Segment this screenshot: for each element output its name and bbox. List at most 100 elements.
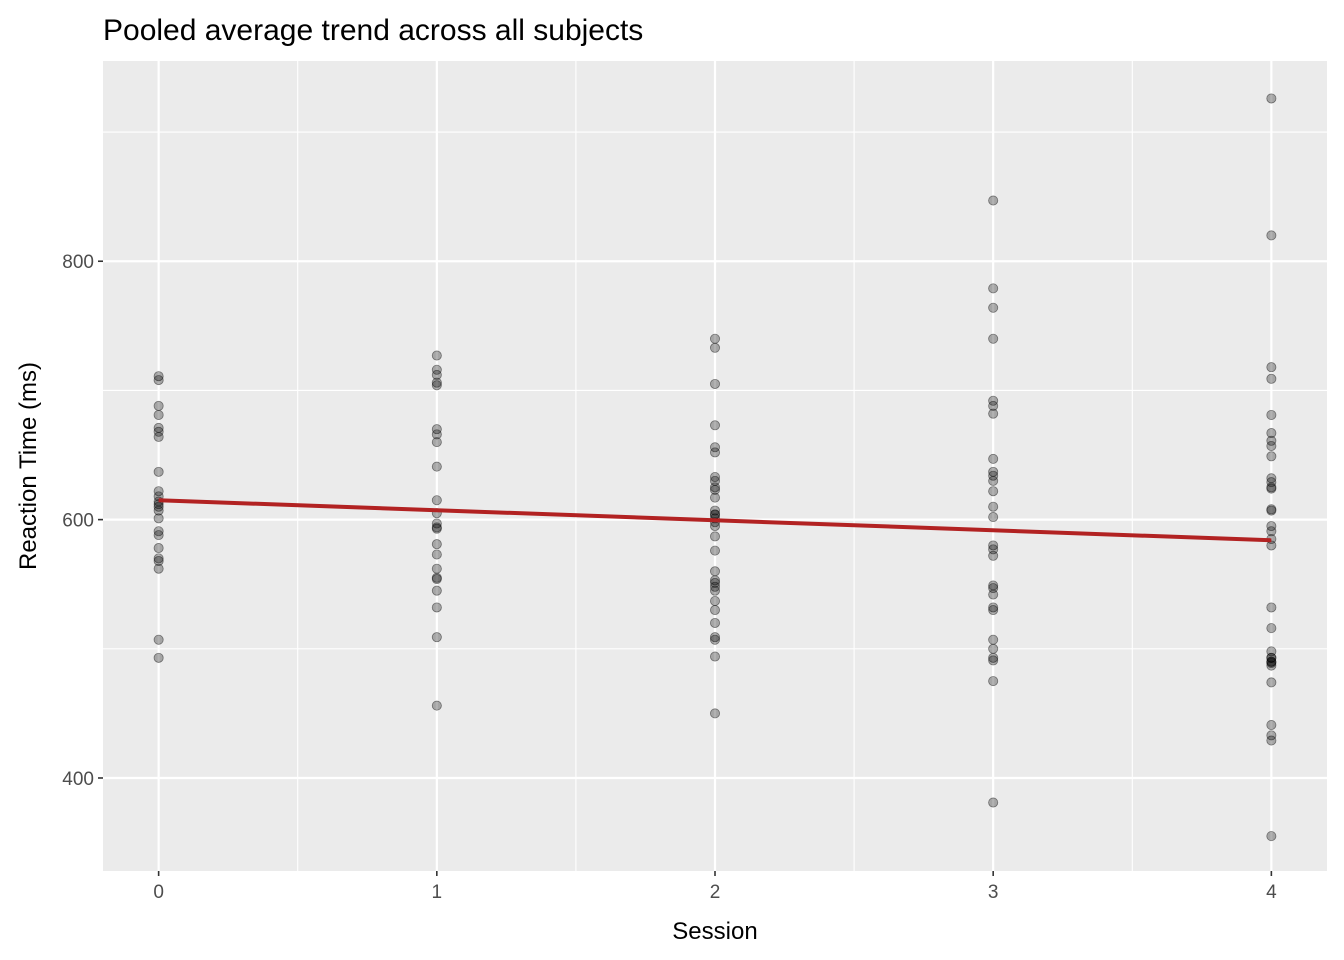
- data-point: [1266, 646, 1277, 657]
- data-point: [988, 655, 999, 666]
- data-point: [710, 342, 721, 353]
- data-point: [431, 700, 442, 711]
- data-point: [710, 634, 721, 645]
- data-point: [710, 545, 721, 556]
- data-point: [710, 605, 721, 616]
- data-point: [710, 333, 721, 344]
- data-point: [988, 643, 999, 654]
- data-point: [153, 555, 164, 566]
- data-point: [710, 492, 721, 503]
- data-point: [1266, 735, 1277, 746]
- y-axis: 400 600 800: [62, 252, 103, 790]
- data-point: [431, 574, 442, 585]
- data-point: [710, 378, 721, 389]
- data-point: [988, 602, 999, 613]
- data-point: [431, 539, 442, 550]
- data-point: [1266, 505, 1277, 516]
- data-point: [988, 466, 999, 477]
- data-point: [431, 461, 442, 472]
- data-point: [153, 553, 164, 564]
- data-point: [153, 543, 164, 554]
- data-point: [1266, 435, 1277, 446]
- data-point: [1266, 473, 1277, 484]
- data-point: [1266, 440, 1277, 451]
- data-point: [431, 563, 442, 574]
- data-point: [710, 708, 721, 719]
- data-point: [988, 333, 999, 344]
- data-point: [710, 581, 721, 592]
- data-point: [988, 540, 999, 551]
- data-point: [431, 364, 442, 375]
- data-point: [153, 466, 164, 477]
- data-point: [988, 652, 999, 663]
- data-point: [153, 400, 164, 411]
- data-point: [431, 632, 442, 643]
- data-point: [153, 563, 164, 574]
- data-point: [431, 572, 442, 583]
- data-point: [153, 422, 164, 433]
- trend-line: [158, 498, 1272, 543]
- data-point: [710, 566, 721, 577]
- data-point: [710, 521, 721, 532]
- data-point: [1266, 230, 1277, 241]
- y-tick-label: 400: [62, 769, 94, 790]
- data-point: [1266, 720, 1277, 731]
- data-point: [988, 283, 999, 294]
- data-point: [1266, 656, 1277, 667]
- x-axis-title: Session: [672, 918, 757, 945]
- data-point: [1266, 477, 1277, 488]
- data-points: [153, 93, 1277, 842]
- data-point: [988, 583, 999, 594]
- data-point: [1266, 93, 1277, 104]
- data-point: [1266, 451, 1277, 462]
- data-point: [710, 484, 721, 495]
- data-point: [431, 369, 442, 380]
- x-tick-label: 4: [1266, 882, 1277, 903]
- data-point: [988, 302, 999, 313]
- data-point: [710, 420, 721, 431]
- data-point: [153, 505, 164, 516]
- data-point: [431, 377, 442, 388]
- y-tick-label: 800: [62, 252, 94, 273]
- data-point: [1266, 656, 1277, 667]
- data-point: [710, 585, 721, 596]
- data-point: [1266, 660, 1277, 671]
- y-axis-title: Reaction Time (ms): [15, 362, 42, 570]
- data-point: [1266, 652, 1277, 663]
- data-point: [988, 501, 999, 512]
- data-point: [710, 482, 721, 493]
- data-point: [431, 380, 442, 391]
- data-point: [153, 371, 164, 382]
- data-point: [988, 544, 999, 555]
- data-point: [431, 523, 442, 534]
- data-point: [988, 395, 999, 406]
- data-point: [431, 350, 442, 361]
- data-point: [988, 605, 999, 616]
- data-point: [1266, 521, 1277, 532]
- data-point: [988, 470, 999, 481]
- data-point: [988, 797, 999, 808]
- data-point: [1266, 428, 1277, 439]
- data-point: [710, 509, 721, 520]
- data-point: [1266, 831, 1277, 842]
- data-point: [1266, 373, 1277, 384]
- data-point: [153, 530, 164, 541]
- data-point: [710, 632, 721, 643]
- data-point: [431, 522, 442, 533]
- data-point: [431, 437, 442, 448]
- data-point: [988, 408, 999, 419]
- data-point: [431, 585, 442, 596]
- data-point: [1266, 602, 1277, 613]
- data-point: [431, 518, 442, 529]
- data-point: [153, 634, 164, 645]
- data-point: [1266, 677, 1277, 688]
- data-point: [710, 575, 721, 586]
- data-point: [988, 550, 999, 561]
- data-point: [988, 453, 999, 464]
- data-point: [988, 475, 999, 486]
- data-point: [1266, 540, 1277, 551]
- data-point: [710, 596, 721, 607]
- data-point: [153, 375, 164, 386]
- data-point: [710, 505, 721, 516]
